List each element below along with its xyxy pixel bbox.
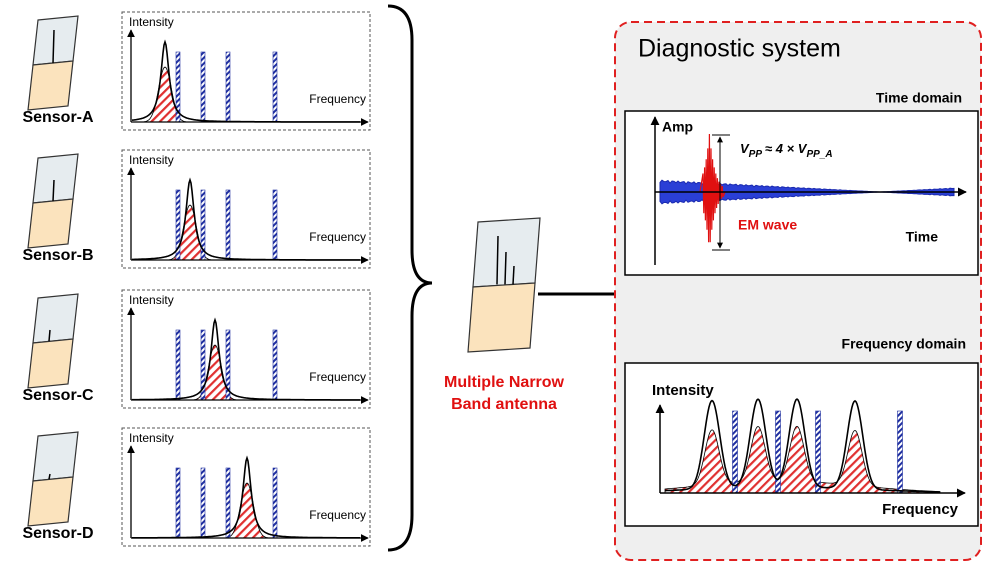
diagram: Diagnostic system Time domain Frequency … [0, 0, 987, 565]
time-label: Time [906, 229, 939, 245]
x-axis-label: Frequency [309, 230, 366, 244]
sensor-label: Sensor-B [22, 247, 93, 264]
device-line [49, 474, 50, 479]
amp-label: Amp [662, 119, 693, 135]
subscript: PP_A [806, 149, 832, 160]
band-bar [733, 411, 738, 493]
band-bar [776, 411, 781, 493]
device-line [513, 266, 514, 284]
sensor-panel [122, 150, 370, 268]
x-axis-label: Frequency [309, 370, 366, 384]
band-bar [273, 468, 277, 538]
band-bar [816, 411, 821, 493]
subscript: PP [749, 149, 763, 160]
freq-domain-title: Frequency domain [842, 336, 966, 352]
y-axis-label: Intensity [129, 431, 174, 445]
band-bar [226, 52, 230, 122]
device-base [28, 339, 73, 388]
x-axis-label: Frequency [309, 508, 366, 522]
band-bar [273, 190, 277, 260]
band-bar [176, 468, 180, 538]
diagnostic-title: Diagnostic system [638, 35, 841, 63]
band-bar [226, 468, 230, 538]
sensor-label: Sensor-A [22, 109, 94, 126]
band-bar [273, 330, 277, 400]
y-axis-label: Intensity [129, 15, 174, 29]
y-axis-label: Intensity [652, 382, 714, 399]
device-glass [33, 294, 78, 343]
y-axis-label: Intensity [129, 153, 174, 167]
band-bar [273, 52, 277, 122]
band-bar [176, 330, 180, 400]
device-glass [33, 154, 78, 203]
sensor-panel [122, 290, 370, 408]
antenna-label: Multiple Narrow [444, 374, 565, 391]
device-line [49, 330, 50, 341]
brace [388, 6, 432, 550]
antenna-label: Band antenna [451, 396, 557, 413]
x-axis-label: Frequency [309, 92, 366, 106]
device-line [53, 30, 54, 63]
time-domain-title: Time domain [876, 90, 962, 106]
band-bar [201, 468, 205, 538]
device-base [28, 477, 73, 526]
band-bar [898, 411, 903, 493]
band-bar [201, 52, 205, 122]
em-wave-label: EM wave [738, 217, 797, 233]
sensor-label: Sensor-D [22, 525, 93, 542]
device-line [505, 252, 506, 284]
device-base [28, 199, 73, 248]
device-glass [33, 432, 78, 481]
x-axis-label: Frequency [882, 501, 959, 518]
device-glass [33, 16, 78, 65]
device-base [468, 283, 535, 352]
device-base [28, 61, 73, 110]
sensor-label: Sensor-C [22, 387, 94, 404]
device-line [53, 180, 54, 201]
band-bar [226, 190, 230, 260]
y-axis-label: Intensity [129, 293, 174, 307]
annotation-text: ≈ 4 × V [765, 141, 808, 156]
device-line [497, 236, 498, 284]
